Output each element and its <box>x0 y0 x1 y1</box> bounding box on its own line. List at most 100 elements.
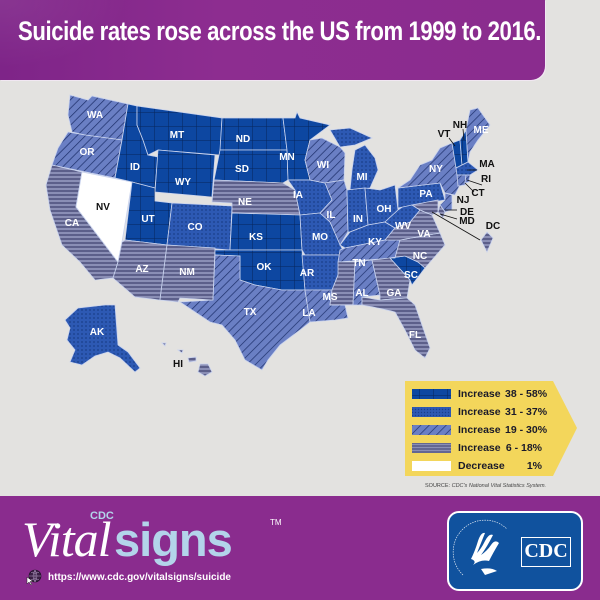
source-text: CDC's National Vital Statistics System. <box>451 483 547 489</box>
state-IL[interactable] <box>319 179 349 246</box>
state-DC[interactable] <box>480 231 494 253</box>
label-OK: OK <box>257 262 273 273</box>
label-AZ: AZ <box>135 264 148 275</box>
legend-arrow-background <box>405 381 577 476</box>
label-IN: IN <box>353 214 363 225</box>
swatch-19-30 <box>412 425 451 435</box>
label-TN: TN <box>352 258 365 269</box>
source-prefix: SOURCE: <box>425 483 452 489</box>
header-banner: Suicide rates rose across the US from 19… <box>0 0 545 80</box>
brand-cdc-small: CDC <box>90 510 114 522</box>
label-OR: OR <box>80 147 96 158</box>
label-KS: KS <box>249 232 263 243</box>
cdc-logo: CDC <box>447 511 583 591</box>
legend-range: 6 - 18% <box>505 442 542 454</box>
cdc-wordmark-box: CDC <box>521 537 571 567</box>
state-ME[interactable] <box>465 107 491 163</box>
state-NM[interactable] <box>159 244 216 303</box>
label-MT: MT <box>170 130 184 141</box>
hhs-eagle-seal-icon <box>452 519 508 576</box>
label-DC: DC <box>486 221 500 232</box>
state-TX[interactable] <box>178 254 311 371</box>
label-HI: HI <box>173 359 183 370</box>
label-WY: WY <box>175 177 191 188</box>
label-NM: NM <box>179 267 195 278</box>
label-NV: NV <box>96 202 110 213</box>
swatch-31-37 <box>412 407 451 417</box>
label-MN: MN <box>279 152 295 163</box>
state-ND[interactable] <box>219 117 288 151</box>
label-VT: VT <box>438 129 451 140</box>
label-KY: KY <box>368 237 382 248</box>
swatch-38-58 <box>412 389 451 399</box>
label-MI: MI <box>356 172 367 183</box>
label-SC: SC <box>404 270 418 281</box>
callout-lines <box>431 128 483 241</box>
label-MA: MA <box>479 159 495 170</box>
label-WI: WI <box>317 160 329 171</box>
label-CT: CT <box>471 188 484 199</box>
label-SD: SD <box>235 164 249 175</box>
legend-label: Increase <box>458 388 501 400</box>
label-WA: WA <box>87 110 103 121</box>
state-HI[interactable] <box>161 342 213 377</box>
label-MO: MO <box>312 232 328 243</box>
us-map: WA OR CA NV ID MT WY UT CO AZ NM ND SD N… <box>0 82 600 382</box>
brand-signs: signs <box>114 513 233 566</box>
label-ME: ME <box>474 125 489 136</box>
state-SD[interactable] <box>213 149 289 184</box>
label-ND: ND <box>236 134 250 145</box>
url-link[interactable]: https://www.cdc.gov/vitalsigns/suicide <box>26 569 231 585</box>
trademark: TM <box>270 518 282 527</box>
label-DE: DE <box>460 207 474 218</box>
legend-label: Increase <box>458 424 501 436</box>
source-note: SOURCE: CDC's National Vital Statistics … <box>425 483 546 489</box>
label-AK: AK <box>90 327 105 338</box>
label-PA: PA <box>419 189 432 200</box>
legend-range: 38 - 58% <box>505 388 548 400</box>
state-RI[interactable] <box>464 174 471 184</box>
legend-label: Increase <box>458 442 501 454</box>
legend-range: 19 - 30% <box>505 424 548 436</box>
label-AR: AR <box>300 268 315 279</box>
state-AK[interactable] <box>64 304 141 373</box>
label-GA: GA <box>387 288 402 299</box>
page-title: Suicide rates rose across the US from 19… <box>18 16 542 46</box>
url-text[interactable]: https://www.cdc.gov/vitalsigns/suicide <box>48 571 231 583</box>
label-UT: UT <box>141 214 154 225</box>
state-KS[interactable] <box>229 212 303 251</box>
label-NE: NE <box>238 197 252 208</box>
label-TX: TX <box>244 307 257 318</box>
label-IA: IA <box>293 190 303 201</box>
label-NH: NH <box>453 120 467 131</box>
state-MA[interactable] <box>455 161 479 176</box>
swatch-decrease <box>412 461 451 471</box>
footer: Vital CDC signs TM https://www.cdc.gov/v… <box>0 496 600 600</box>
brand-vital: Vital <box>22 511 112 567</box>
label-NY: NY <box>429 164 443 175</box>
label-WV: WV <box>395 221 411 232</box>
label-IL: IL <box>327 210 336 221</box>
state-CT[interactable] <box>456 174 467 187</box>
label-NJ: NJ <box>457 195 470 206</box>
legend-range: 1% <box>526 460 542 472</box>
label-MS: MS <box>323 292 338 303</box>
state-IN[interactable] <box>346 187 369 233</box>
legend-range: 31 - 37% <box>505 406 548 418</box>
state-MI[interactable] <box>329 127 379 191</box>
legend-label: Decrease <box>458 460 505 472</box>
label-CA: CA <box>65 218 79 229</box>
label-VA: VA <box>417 229 430 240</box>
globe-cursor-icon <box>26 569 42 585</box>
state-FL[interactable] <box>361 296 431 359</box>
label-OH: OH <box>377 204 392 215</box>
swatch-6-18 <box>412 443 451 453</box>
label-MD: MD <box>459 216 475 227</box>
label-LA: LA <box>302 308 315 319</box>
label-ID: ID <box>130 162 140 173</box>
label-CO: CO <box>188 222 203 233</box>
cdc-wordmark: CDC <box>524 540 568 562</box>
legend-label: Increase <box>458 406 501 418</box>
state-WY[interactable] <box>154 149 216 198</box>
map-legend: Increase 38 - 58% Increase 31 - 37% Incr… <box>405 381 580 476</box>
